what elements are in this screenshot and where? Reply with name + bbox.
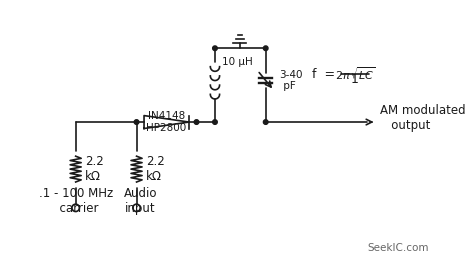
- Text: Audio
input: Audio input: [124, 187, 157, 215]
- Circle shape: [134, 120, 139, 124]
- Circle shape: [213, 120, 217, 124]
- Circle shape: [213, 46, 217, 51]
- Text: 3-40
 pF: 3-40 pF: [280, 70, 303, 91]
- Text: IN4148
HP2800: IN4148 HP2800: [146, 111, 187, 133]
- Text: f  =: f =: [312, 68, 335, 81]
- Text: $2\pi\,\sqrt{LC}$: $2\pi\,\sqrt{LC}$: [335, 66, 375, 83]
- Text: 10 μH: 10 μH: [222, 58, 253, 68]
- Text: SeekIC.com: SeekIC.com: [367, 243, 429, 253]
- Circle shape: [264, 120, 268, 124]
- Circle shape: [264, 46, 268, 51]
- Circle shape: [194, 120, 199, 124]
- Text: 1: 1: [350, 73, 358, 86]
- Text: 2.2
kΩ: 2.2 kΩ: [146, 155, 164, 183]
- Text: AM modulated
   output: AM modulated output: [380, 104, 466, 132]
- Text: 2.2
kΩ: 2.2 kΩ: [85, 155, 104, 183]
- Text: .1 - 100 MHz
  carrier: .1 - 100 MHz carrier: [38, 187, 113, 215]
